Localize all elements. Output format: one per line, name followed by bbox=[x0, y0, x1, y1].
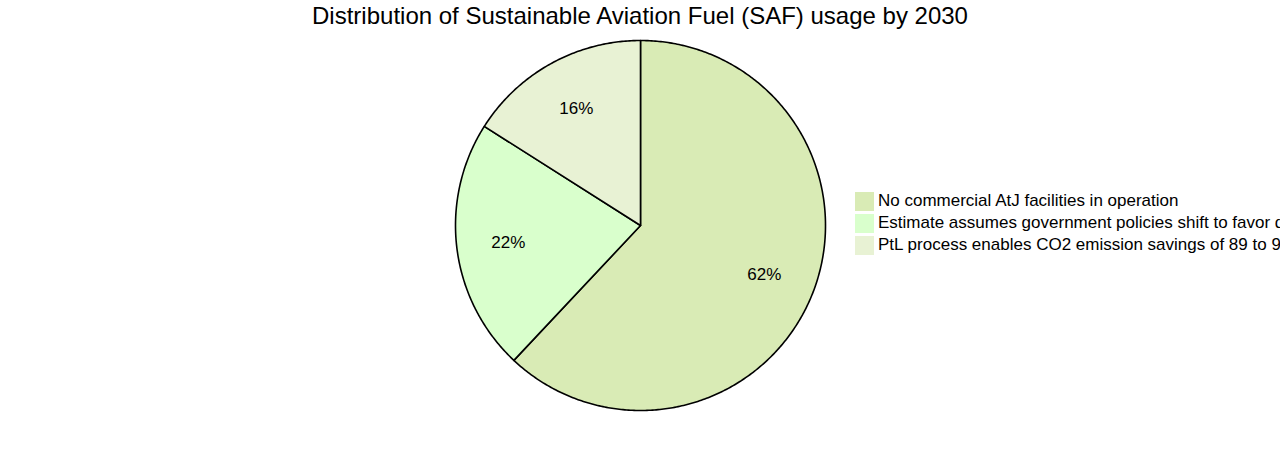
html-text:PtL process enables CO2 emissi: PtL process enables CO2 emission savings… bbox=[878, 235, 1280, 254]
svg-text:62%: 62% bbox=[747, 265, 781, 284]
html-text:No commercial AtJ facilities i: No commercial AtJ facilities in operatio… bbox=[878, 191, 1179, 210]
html-text:Distribution of Sustainable Av: Distribution of Sustainable Aviation Fue… bbox=[312, 2, 968, 29]
svg-text:22%: 22% bbox=[491, 233, 525, 252]
svg-text:16%: 16% bbox=[559, 99, 593, 118]
